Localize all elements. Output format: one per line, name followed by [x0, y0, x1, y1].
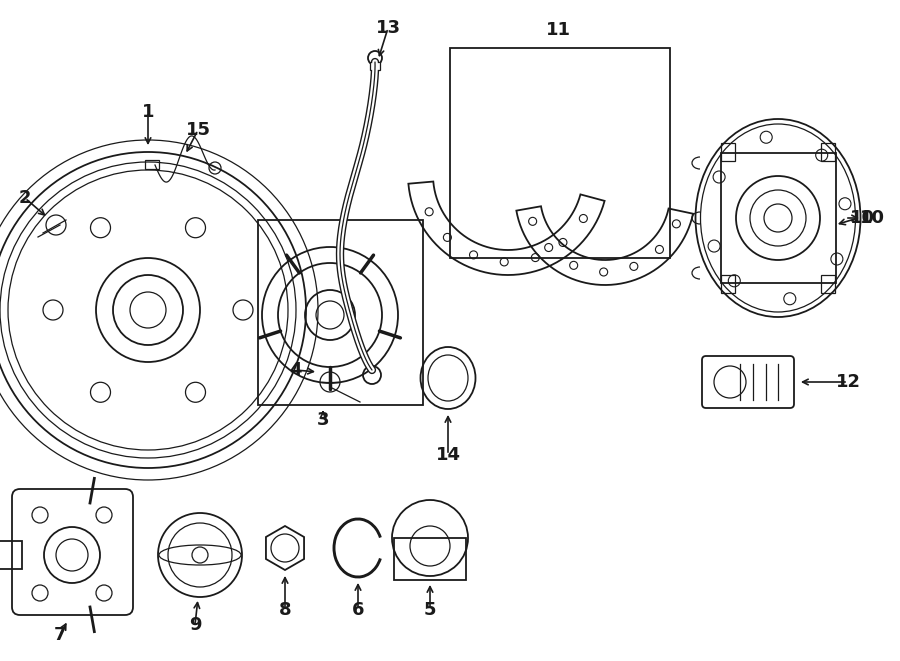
- Text: 4: 4: [289, 361, 302, 379]
- Bar: [721, 153, 836, 283]
- Text: 10: 10: [860, 209, 885, 227]
- Text: 10: 10: [850, 209, 875, 227]
- Text: 13: 13: [375, 19, 401, 37]
- Text: 12: 12: [835, 373, 860, 391]
- Bar: [145, 160, 159, 169]
- Text: 8: 8: [279, 601, 292, 619]
- Text: 14: 14: [436, 446, 461, 464]
- Bar: [0, 541, 22, 569]
- Text: 5: 5: [424, 601, 436, 619]
- Text: 11: 11: [545, 21, 571, 39]
- Bar: [394, 538, 466, 580]
- Bar: [370, 62, 380, 70]
- Bar: [821, 275, 835, 293]
- Bar: [721, 143, 735, 161]
- Text: 2: 2: [19, 189, 32, 207]
- Text: 15: 15: [185, 121, 211, 139]
- Bar: [821, 143, 835, 161]
- Bar: [721, 275, 735, 293]
- Text: 3: 3: [317, 411, 329, 429]
- Text: 6: 6: [352, 601, 365, 619]
- Text: 9: 9: [189, 616, 202, 634]
- Bar: [450, 48, 670, 258]
- Text: 1: 1: [142, 103, 154, 121]
- Text: 7: 7: [54, 626, 67, 644]
- Bar: [258, 220, 423, 405]
